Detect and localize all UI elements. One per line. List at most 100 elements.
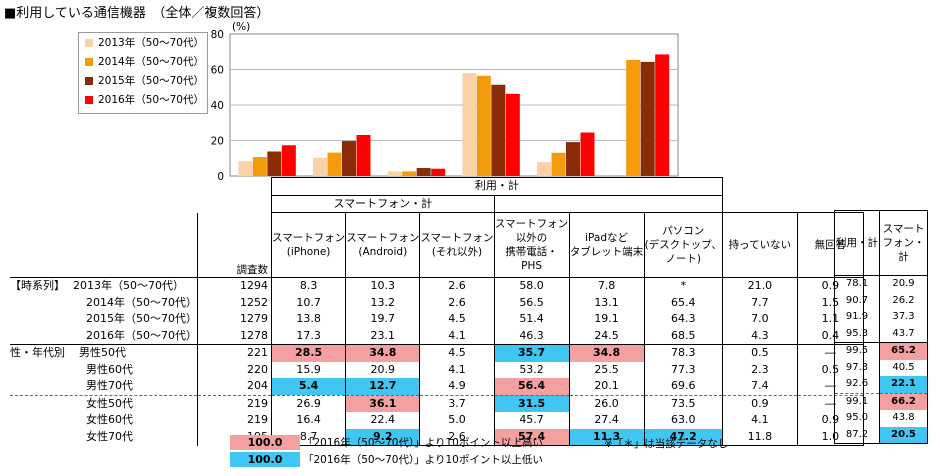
row-n: 1294 <box>197 277 272 295</box>
bar <box>580 132 595 176</box>
side-cell: 95.0 <box>834 410 880 427</box>
table-row: 【時系列】 2013年（50～70代） 1294 8.3 10.3 2.6 58.0 7.8 *… <box>10 277 864 295</box>
note-low-text: 「2016年（50～70代）」より10ポイント以上低い <box>303 454 543 466</box>
table-row: 2014年（50～70代） 1252 10.7 13.2 2.6 56.5 13.1 65.4… <box>10 294 864 311</box>
bar <box>491 84 506 176</box>
side-cell: 40.5 <box>879 359 928 376</box>
bar <box>281 145 296 176</box>
side-row: 90.7 26.2 <box>834 292 928 309</box>
side-row: 95.0 43.8 <box>834 410 928 427</box>
side-cell: 65.2 <box>879 342 928 360</box>
row-n: 1279 <box>197 311 272 328</box>
table-row: 男性70代 204 5.4 12.7 4.9 56.4 20.1 69.6 7.4 ― <box>10 378 864 395</box>
summary-table: 利用・計 スマート フォン・計 78.1 20.9 90.7 26.2 91.9 37.3 95… <box>834 177 928 444</box>
table-cell: 4.1 <box>419 361 495 378</box>
legend-swatch <box>85 95 93 104</box>
table-cell: 17.3 <box>270 327 346 345</box>
table-cell: 20.1 <box>568 378 645 395</box>
bar <box>431 168 446 176</box>
table-cell: 63.0 <box>643 412 723 429</box>
bar <box>416 168 431 176</box>
legend-item: 2015年（50～70代） <box>79 71 207 90</box>
table-row: 女性60代 219 16.4 22.4 5.0 45.7 27.4 63.0 4.1 0.9 <box>10 412 864 429</box>
table-cell: 26.0 <box>568 394 645 412</box>
side-cell: 92.6 <box>834 376 880 393</box>
note-high-swatch: 100.0 <box>230 435 300 450</box>
table-cell: 11.3 <box>568 428 645 446</box>
row-name: 2014年（50～70代） <box>86 295 197 309</box>
side-cell: 43.7 <box>879 325 928 343</box>
bar <box>238 161 253 176</box>
header-spacer <box>10 178 272 196</box>
note-low: 100.0 「2016年（50～70代）」より10ポイント以上低い <box>230 451 543 468</box>
row-n: 221 <box>197 344 272 362</box>
table-cell: 56.4 <box>493 378 570 395</box>
table-cell: 24.5 <box>568 327 645 345</box>
table-cell: 68.5 <box>643 327 723 345</box>
bar <box>655 54 670 176</box>
side-cell: 99.5 <box>834 342 880 360</box>
table-cell: 2.6 <box>419 294 495 311</box>
header-col: iPadなど タブレット端末 <box>568 212 645 278</box>
table-cell: 13.8 <box>270 311 346 328</box>
table-row: 女性50代 219 26.9 36.1 3.7 31.5 26.0 73.5 0.9 ― <box>10 394 864 412</box>
bar <box>342 141 356 176</box>
row-name: 女性60代 <box>86 413 133 426</box>
side-cell: 99.1 <box>834 392 880 410</box>
table-cell: 19.1 <box>568 311 645 328</box>
note-high-text: 「2016年（50～70代）」より10ポイント以上高い <box>303 437 543 449</box>
bar <box>313 157 327 176</box>
side-cell: 87.2 <box>834 426 880 444</box>
bar <box>626 59 641 176</box>
row-label: 男性60代 <box>10 362 198 379</box>
header-spacer <box>493 194 723 213</box>
side-row: 95.3 43.7 <box>834 325 928 343</box>
side-header-col: スマート フォン・計 <box>879 210 928 276</box>
table-cell: 12.7 <box>345 378 420 395</box>
table-cell: 25.5 <box>568 361 645 378</box>
row-label: 男性70代 <box>10 378 198 395</box>
row-name: 2016年（50～70代） <box>86 328 197 342</box>
table-cell: 13.2 <box>345 294 420 311</box>
table-cell: 10.7 <box>270 294 346 311</box>
table-cell: 7.8 <box>568 277 645 295</box>
bar-chart: 0 20 40 60 80 (%) <box>211 21 679 180</box>
table-cell: 2.3 <box>721 361 798 378</box>
row-name: 男性70代 <box>86 379 133 392</box>
bar <box>551 152 566 176</box>
header-group-smartphone: スマートフォン・計 <box>271 194 495 213</box>
bar <box>462 73 477 176</box>
table-cell: 3.7 <box>419 394 495 412</box>
table-cell: 47.2 <box>643 428 723 446</box>
table-cell: 46.3 <box>493 327 570 345</box>
bar <box>537 162 551 176</box>
y-axis-label: (%) <box>232 21 250 33</box>
legend-label: 2014年（50～70代） <box>98 56 204 68</box>
row-label: 女性60代 <box>10 412 198 429</box>
side-row: 99.5 65.2 <box>834 342 928 360</box>
row-label: 女性50代 <box>10 394 198 412</box>
legend-item: 2014年（50～70代） <box>79 52 207 71</box>
table-cell: 4.5 <box>419 311 495 328</box>
footnote: ※「＊」は当該データなし <box>604 438 729 450</box>
table-cell: 7.4 <box>721 378 798 395</box>
header-col: スマートフォン 以外の 携帯電話・ PHS <box>493 212 570 278</box>
legend-label: 2013年（50～70代） <box>98 37 204 49</box>
legend-swatch <box>85 38 93 47</box>
row-n: 220 <box>197 361 272 378</box>
table-cell: 21.0 <box>721 277 798 295</box>
row-label: 性・年代別 男性50代 <box>10 344 198 362</box>
side-row: 99.1 66.2 <box>834 392 928 410</box>
row-name: 女性50代 <box>86 396 133 410</box>
header-spacer <box>10 213 198 278</box>
side-cell: 95.3 <box>834 325 880 343</box>
side-row: 91.9 37.3 <box>834 309 928 326</box>
side-cell: 78.1 <box>834 275 880 293</box>
table-cell: 9.2 <box>345 428 420 446</box>
legend-label: 2016年（50～70代） <box>98 94 204 106</box>
chart-bars <box>238 54 670 176</box>
bar <box>402 171 417 176</box>
table-cell: 64.3 <box>643 311 723 328</box>
table-cell: 16.4 <box>270 412 346 429</box>
y-tick-label: 60 <box>211 65 224 77</box>
